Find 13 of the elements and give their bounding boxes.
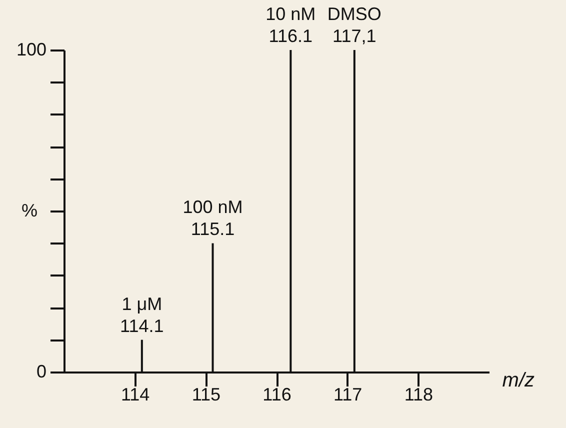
x-tick-label: 117 [333, 384, 362, 404]
annotation: DMSO 117,1 [327, 4, 382, 46]
annotation: 10 nM 116.1 [266, 4, 316, 46]
x-tick-label: 114 [120, 384, 150, 404]
y-tick-label: 100 [16, 40, 46, 60]
annotation: 1 μM 114.1 [120, 294, 164, 336]
annotation: 100 nM 115.1 [182, 197, 243, 240]
x-tick-label: 118 [404, 384, 434, 404]
x-axis-title: m/z [502, 370, 534, 392]
x-tick-label: 115 [192, 384, 221, 404]
y-tick-label: 0 [36, 362, 46, 382]
y-axis-title: % [21, 200, 38, 220]
x-tick-label: 116 [262, 384, 292, 404]
